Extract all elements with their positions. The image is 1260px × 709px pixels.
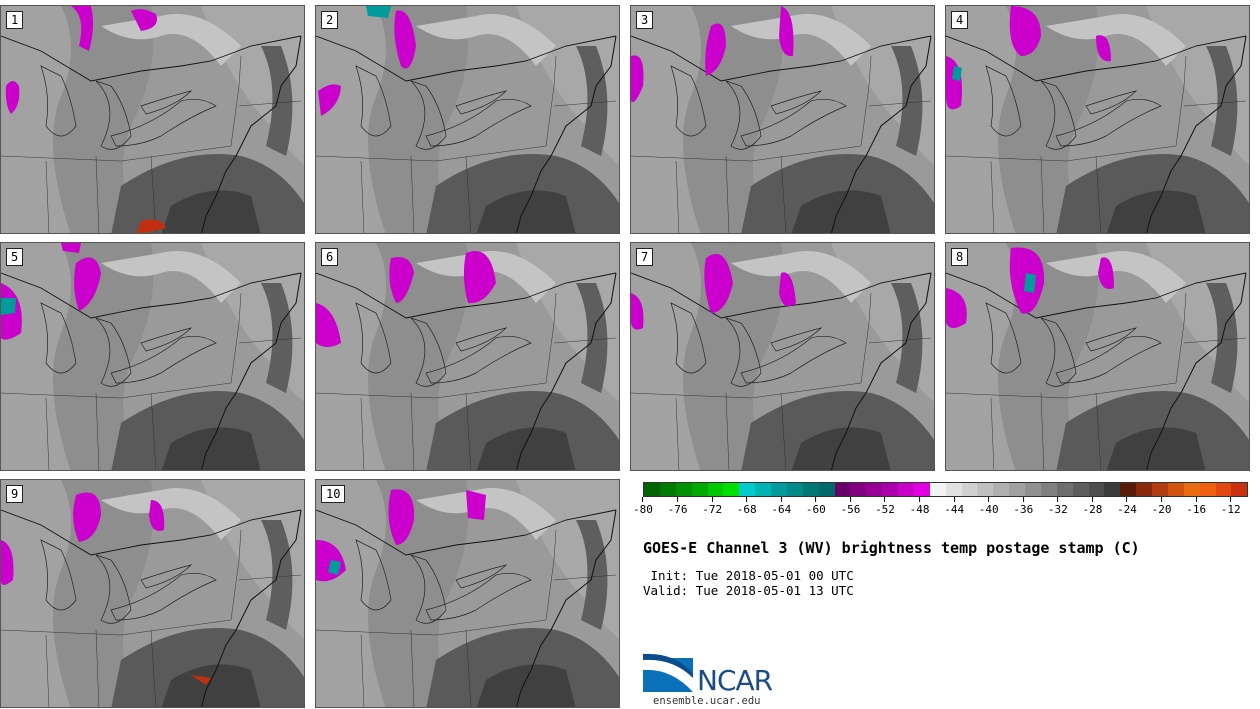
colorbar-swatch (1040, 483, 1057, 496)
init-line: Init: Tue 2018-05-01 00 UTC (643, 568, 854, 583)
panel-number: 1 (6, 11, 24, 29)
colorbar-swatch (850, 483, 867, 496)
colorbar-swatch (771, 483, 787, 496)
colorbar-swatch (977, 483, 994, 496)
map-icon (1, 480, 304, 707)
colorbar-swatch (929, 483, 946, 496)
map-icon (946, 6, 1249, 233)
postage-stamp-panel: 10 (315, 479, 620, 708)
colorbar-swatch (802, 483, 819, 496)
colorbar-tick-label: -24 (1117, 497, 1137, 516)
colorbar-tick-label: -36 (1013, 497, 1033, 516)
colorbar-swatch (945, 483, 962, 496)
map-icon (316, 6, 619, 233)
map-icon (631, 6, 934, 233)
init-value: Tue 2018-05-01 00 UTC (695, 568, 854, 583)
colorbar-swatch (1072, 483, 1089, 496)
panel-number: 4 (951, 11, 969, 29)
colorbar-swatch (1136, 483, 1152, 496)
colorbar-swatch (898, 483, 914, 496)
colorbar-swatch (691, 483, 708, 496)
postage-stamp-panel: 5 (0, 242, 305, 471)
valid-value: Tue 2018-05-01 13 UTC (695, 583, 854, 598)
colorbar-swatch (1025, 483, 1041, 496)
colorbar-tick-label: -56 (840, 497, 860, 516)
colorbar-tick-label: -48 (910, 497, 930, 516)
colorbar-swatch (1009, 483, 1025, 496)
postage-stamp-panel: 7 (630, 242, 935, 471)
colorbar-tick-label: -76 (668, 497, 688, 516)
panel-number: 3 (636, 11, 654, 29)
postage-stamp-panel: 4 (945, 5, 1250, 234)
colorbar-swatch (913, 483, 930, 496)
postage-stamp-panel: 9 (0, 479, 305, 708)
init-label: Init: (643, 568, 689, 583)
logo-text: NCAR (697, 664, 773, 697)
colorbar-swatch (834, 483, 851, 496)
colorbar-tick-label: -68 (737, 497, 757, 516)
colorbar-tick-label: -60 (806, 497, 826, 516)
panel-number: 9 (6, 485, 24, 503)
map-icon (631, 243, 934, 470)
colorbar-tick-label: -12 (1221, 497, 1241, 516)
colorbar-swatch (786, 483, 803, 496)
ncar-logo-icon (643, 653, 693, 692)
postage-stamp-panel: 3 (630, 5, 935, 234)
colorbar-swatch (1152, 483, 1168, 496)
colorbar-swatch (1104, 483, 1121, 496)
colorbar-swatch (1167, 483, 1184, 496)
colorbar-swatch (755, 483, 771, 496)
colorbar-tick-label: -80 (633, 497, 653, 516)
colorbar-swatch (1231, 483, 1248, 496)
map-icon (1, 6, 304, 233)
colorbar-swatch (961, 483, 978, 496)
map-icon (316, 243, 619, 470)
colorbar (643, 482, 1248, 497)
postage-stamp-panel: 8 (945, 242, 1250, 471)
map-icon (316, 480, 619, 707)
colorbar-swatch (675, 483, 692, 496)
postage-stamp-panel: 6 (315, 242, 620, 471)
colorbar-swatch (723, 483, 740, 496)
postage-stamp-panel: 1 (0, 5, 305, 234)
panel-number: 2 (321, 11, 339, 29)
colorbar-swatch (1183, 483, 1200, 496)
colorbar-swatch (1120, 483, 1137, 496)
panel-number: 8 (951, 248, 969, 266)
colorbar-swatch (818, 483, 835, 496)
panel-number: 6 (321, 248, 339, 266)
colorbar-tick-label: -28 (1082, 497, 1102, 516)
panel-number: 7 (636, 248, 654, 266)
map-icon (1, 243, 304, 470)
colorbar-swatch (707, 483, 724, 496)
colorbar-tick-label: -40 (979, 497, 999, 516)
colorbar-tick-label: -16 (1186, 497, 1206, 516)
colorbar-swatch (739, 483, 756, 496)
colorbar-swatch (644, 483, 660, 496)
colorbar-tick-label: -32 (1048, 497, 1068, 516)
colorbar-swatch (659, 483, 676, 496)
colorbar-swatch (882, 483, 898, 496)
colorbar-swatch (1215, 483, 1232, 496)
site-url: ensemble.ucar.edu (653, 695, 761, 707)
valid-line: Valid: Tue 2018-05-01 13 UTC (643, 583, 854, 598)
panel-number: 5 (6, 248, 24, 266)
colorbar-swatch (1199, 483, 1216, 496)
valid-label: Valid: (643, 583, 689, 598)
colorbar-swatch (866, 483, 883, 496)
map-icon (946, 243, 1249, 470)
colorbar-tick-label: -44 (944, 497, 964, 516)
colorbar-tick-label: -52 (875, 497, 895, 516)
colorbar-swatch (993, 483, 1010, 496)
chart-title: GOES-E Channel 3 (WV) brightness temp po… (643, 539, 1140, 557)
colorbar-swatch (1056, 483, 1073, 496)
colorbar-swatch (1088, 483, 1105, 496)
colorbar-tick-label: -72 (702, 497, 722, 516)
colorbar-tick-label: -64 (771, 497, 791, 516)
colorbar-tick-label: -20 (1152, 497, 1172, 516)
colorbar-ticks: -80 -76 -72 -68 -64 -60 -56 -52 -48 -44 -40 -36 -32-… (633, 497, 1248, 523)
postage-stamp-panel: 2 (315, 5, 620, 234)
panel-number: 10 (321, 485, 346, 503)
